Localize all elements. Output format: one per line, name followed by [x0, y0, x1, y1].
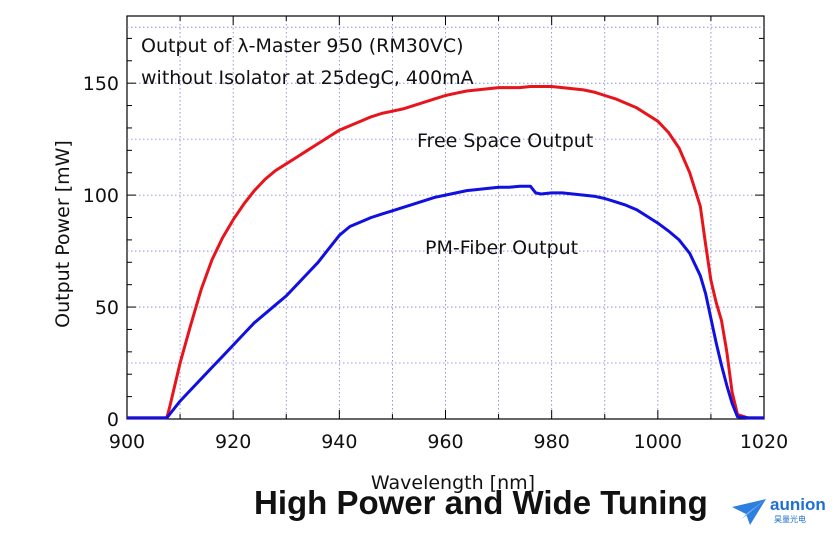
- x-tick-label: 900: [109, 431, 145, 453]
- headline: High Power and Wide Tuning: [254, 484, 708, 521]
- x-tick-label: 1000: [634, 431, 682, 453]
- annotation-pm-fiber: PM-Fiber Output: [425, 237, 578, 259]
- y-tick-label: 100: [83, 185, 119, 207]
- logo-wordmark: aunion: [770, 495, 826, 514]
- annotation-free-space: Free Space Output: [417, 130, 593, 152]
- y-tick-label: 150: [83, 73, 119, 95]
- y-tick-label: 50: [95, 297, 119, 319]
- series-layer: [127, 85, 764, 420]
- x-axis-title: Wavelength [nm]: [371, 472, 535, 494]
- x-tick-label: 980: [534, 431, 570, 453]
- series-line-2: [127, 184, 764, 420]
- paper-plane-icon: [732, 499, 766, 525]
- x-tick-label: 960: [427, 431, 463, 453]
- chart-title-line-2: without Isolator at 25degC, 400mA: [141, 67, 474, 89]
- y-axis: 0 50 100 150: [83, 15, 764, 431]
- x-tick-label: 1020: [740, 431, 788, 453]
- x-tick-label: 920: [215, 431, 251, 453]
- brand-logo: aunion 昊量光电: [730, 494, 834, 530]
- logo-subtext: 昊量光电: [774, 515, 806, 524]
- x-axis: 900 920 940 960 980 1000 1020: [109, 16, 788, 453]
- y-tick-label: 0: [107, 409, 119, 431]
- y-axis-title: Output Power [mW]: [52, 140, 74, 328]
- series-line-1: [127, 85, 764, 420]
- x-tick-label: 940: [321, 431, 357, 453]
- chart-title-line-1: Output of λ-Master 950 (RM30VC): [141, 35, 464, 57]
